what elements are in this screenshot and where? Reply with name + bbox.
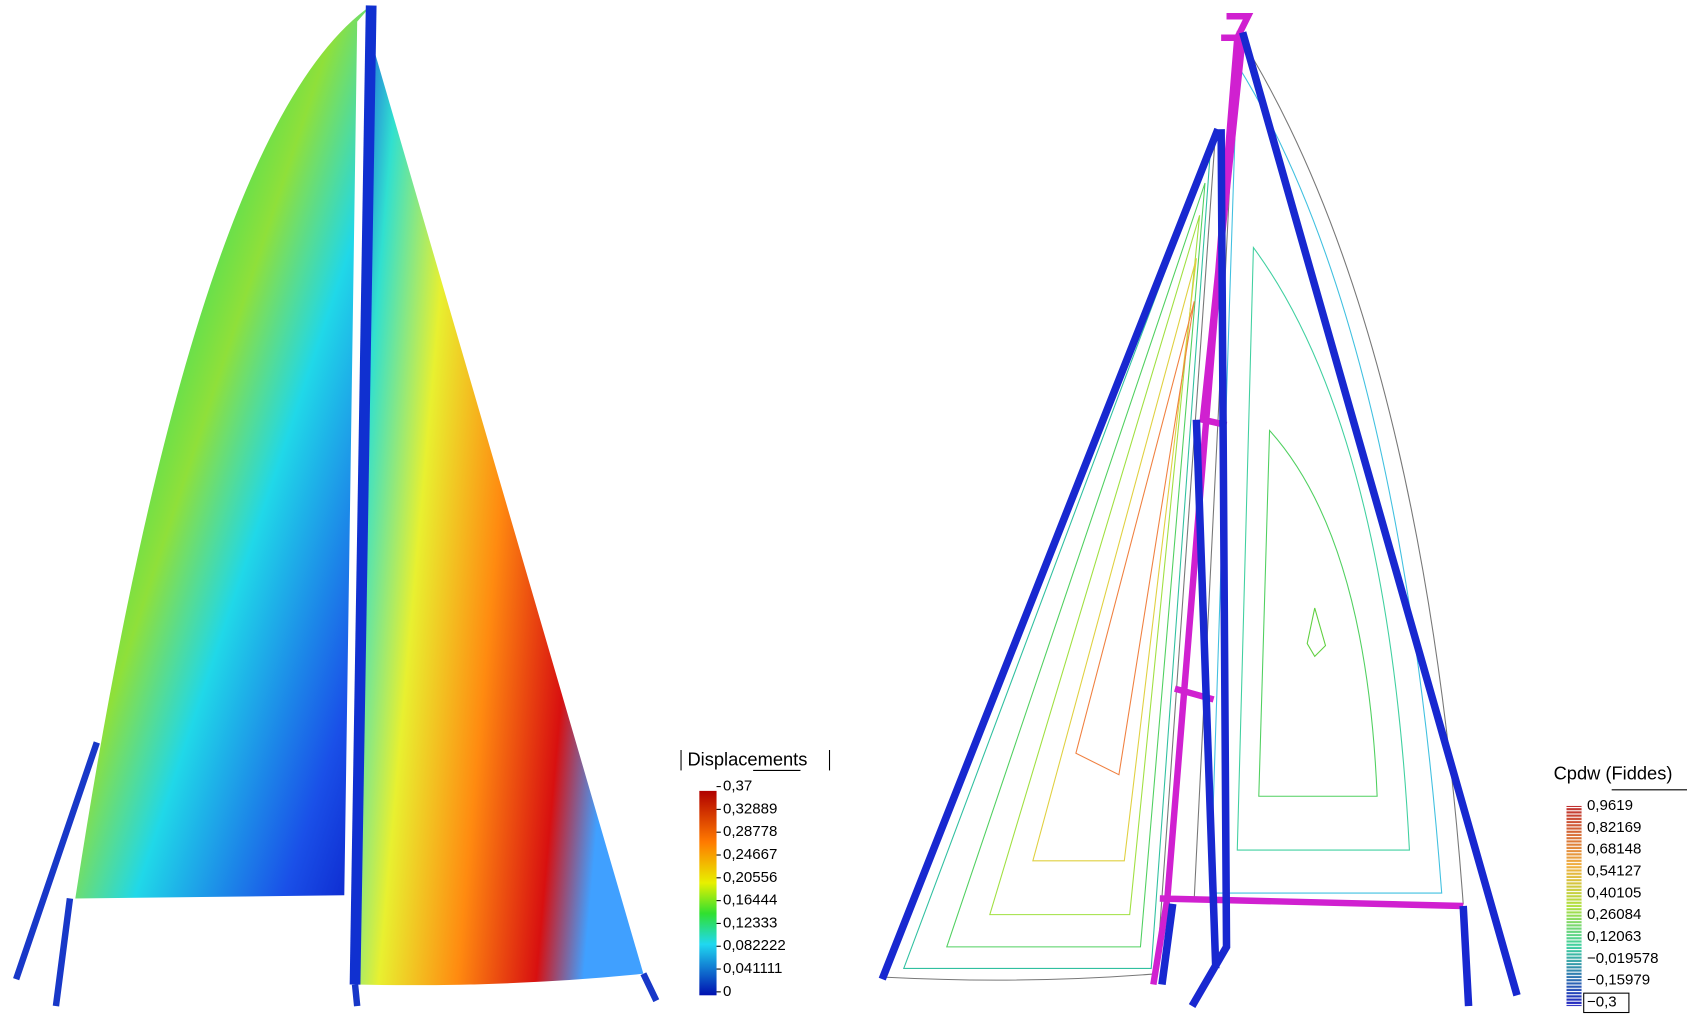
- legend-label: 0,12333: [723, 914, 777, 931]
- contours: [902, 62, 1443, 969]
- colorbar: [699, 790, 717, 996]
- mast: [349, 5, 377, 985]
- pressure-render: [878, 13, 1521, 1008]
- legend-label: −0,15979: [1587, 972, 1650, 989]
- main-outline: [1193, 30, 1464, 905]
- displacement-render: [13, 5, 660, 1007]
- legend-label: 0,26084: [1587, 906, 1641, 923]
- legend-label: 0,12063: [1587, 928, 1641, 945]
- legend-title: Cpdw (Fiddes): [1554, 763, 1673, 784]
- legend-label: 0,68148: [1587, 841, 1641, 858]
- legend-label: 0,82169: [1587, 819, 1641, 836]
- right-legend: Cpdw (Fiddes) 0,9619 0,82169 0,68148 0,5412…: [1554, 763, 1687, 1014]
- legend-label: 0,20556: [723, 869, 777, 886]
- colorbar-stripes: [1566, 805, 1582, 1007]
- jib-outline: [881, 129, 1217, 981]
- jib: [355, 21, 644, 986]
- legend-label: 0: [723, 983, 731, 1000]
- legend-label: 0,28778: [723, 823, 777, 840]
- rigging: [13, 741, 660, 1007]
- left-legend: Displacements 0,37 0,32889 0,28778 0,24667 0…: [680, 749, 831, 1000]
- legend-label: 0,40105: [1587, 884, 1641, 901]
- label-box: [1583, 992, 1630, 1014]
- legend-label: 0,9619: [1587, 797, 1633, 814]
- legend-label: 0,24667: [723, 846, 777, 863]
- legend-title: Displacements: [687, 749, 807, 770]
- legend-label: 0,37: [723, 778, 752, 795]
- legend-label: 0,32889: [723, 800, 777, 817]
- legend-label: 0,041111: [723, 960, 782, 977]
- legend-label: 0,54127: [1587, 862, 1641, 879]
- legend-label: 0,16444: [723, 892, 777, 909]
- rigging-right: [878, 31, 1521, 1008]
- legend-label: −0,3: [1587, 993, 1617, 1010]
- legend-label: −0,019578: [1587, 950, 1659, 967]
- mainsail: [75, 5, 372, 899]
- legend-label: 0,082222: [723, 937, 786, 954]
